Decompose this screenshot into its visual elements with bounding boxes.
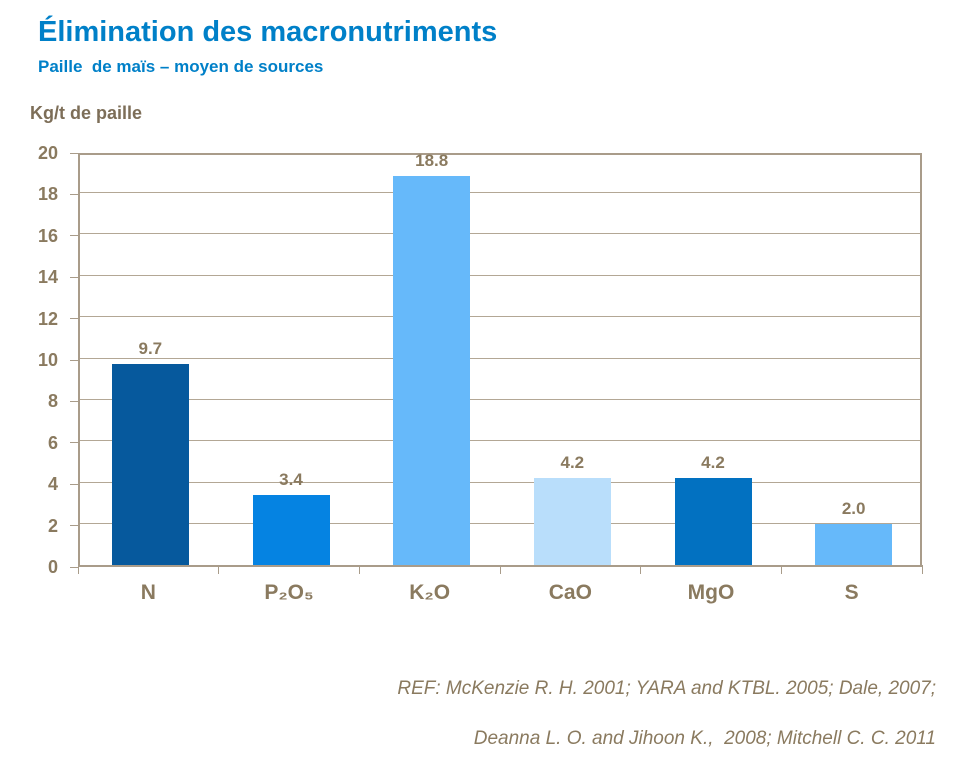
x-axis-ticks bbox=[77, 565, 923, 575]
gridline bbox=[80, 398, 920, 400]
y-tick-label: 6 bbox=[47, 432, 58, 453]
x-tick-mark bbox=[780, 565, 782, 574]
bar bbox=[674, 478, 752, 565]
bar-value-label: 3.4 bbox=[279, 469, 303, 489]
x-tick-mark bbox=[640, 565, 642, 574]
bar-value-label: 18.8 bbox=[415, 150, 449, 170]
x-tick-mark bbox=[921, 565, 923, 574]
y-tick-mark bbox=[70, 235, 78, 237]
bar bbox=[533, 478, 611, 565]
y-tick-label: 2 bbox=[47, 515, 58, 536]
gridline bbox=[80, 357, 920, 359]
y-tick-label: 16 bbox=[37, 225, 58, 246]
y-axis-title: Kg/t de paille bbox=[30, 103, 143, 123]
x-tick-mark bbox=[218, 565, 220, 574]
y-tick-mark bbox=[70, 525, 78, 527]
bar bbox=[111, 364, 189, 565]
reference-text: REF: McKenzie R. H. 2001; YARA and KTBL.… bbox=[236, 651, 936, 776]
y-tick-mark bbox=[70, 400, 78, 402]
y-tick-mark bbox=[70, 483, 78, 485]
y-tick-mark bbox=[70, 442, 78, 444]
gridline bbox=[80, 233, 920, 235]
gridline bbox=[80, 523, 920, 525]
gridline bbox=[80, 316, 920, 318]
category-label: K₂O bbox=[409, 581, 451, 604]
gridline bbox=[80, 481, 920, 483]
bar-value-label: 9.7 bbox=[138, 339, 163, 359]
y-tick-label: 10 bbox=[37, 350, 58, 370]
bar bbox=[815, 523, 893, 565]
gridline bbox=[80, 440, 920, 442]
y-tick-mark bbox=[70, 193, 78, 195]
reference-line-1: REF: McKenzie R. H. 2001; YARA and KTBL.… bbox=[397, 678, 936, 699]
y-tick-label: 8 bbox=[47, 391, 58, 412]
category-label: CaO bbox=[548, 581, 592, 604]
x-tick-mark bbox=[499, 565, 501, 574]
y-axis: 0 2 4 6 8 10 12 14 16 18 20 bbox=[0, 143, 78, 577]
y-tick-mark bbox=[70, 152, 78, 154]
plot-area: 9.7 3.4 18.8 4.2 4.2 2.0 bbox=[78, 150, 922, 567]
category-axis: N P₂O₅ K₂O CaO MgO S bbox=[78, 581, 922, 615]
y-tick-label: 12 bbox=[37, 308, 58, 329]
y-tick-mark bbox=[70, 318, 78, 320]
category-label: N bbox=[140, 581, 156, 604]
slide: Élimination des macronutriments Paille d… bbox=[0, 16, 936, 749]
category-label: P₂O₅ bbox=[264, 581, 314, 604]
bar-value-label: 4.2 bbox=[560, 453, 585, 473]
y-tick-mark bbox=[70, 359, 78, 361]
bar-value-label: 2.0 bbox=[841, 498, 866, 518]
y-tick-mark bbox=[70, 276, 78, 278]
reference-line-2: Deanna L. O. and Jihoon K., 2008; Mitche… bbox=[473, 728, 936, 749]
y-tick-label: 20 bbox=[37, 143, 58, 163]
bar bbox=[252, 494, 330, 565]
bar bbox=[393, 175, 471, 565]
gridline bbox=[80, 274, 920, 276]
bar-value-label: 4.2 bbox=[701, 453, 725, 473]
y-tick-mark bbox=[70, 566, 78, 568]
x-tick-mark bbox=[358, 565, 360, 574]
y-tick-label: 4 bbox=[47, 474, 58, 495]
chart-title: Élimination des macronutriments bbox=[38, 16, 498, 48]
y-tick-label: 14 bbox=[37, 267, 58, 288]
y-tick-label: 0 bbox=[47, 557, 58, 577]
category-label: MgO bbox=[687, 581, 735, 604]
x-tick-mark bbox=[77, 565, 79, 574]
category-label: S bbox=[844, 581, 859, 604]
gridline bbox=[80, 191, 920, 193]
y-tick-label: 18 bbox=[37, 184, 58, 205]
chart-subtitle: Paille de maïs – moyen de sources bbox=[38, 57, 324, 76]
